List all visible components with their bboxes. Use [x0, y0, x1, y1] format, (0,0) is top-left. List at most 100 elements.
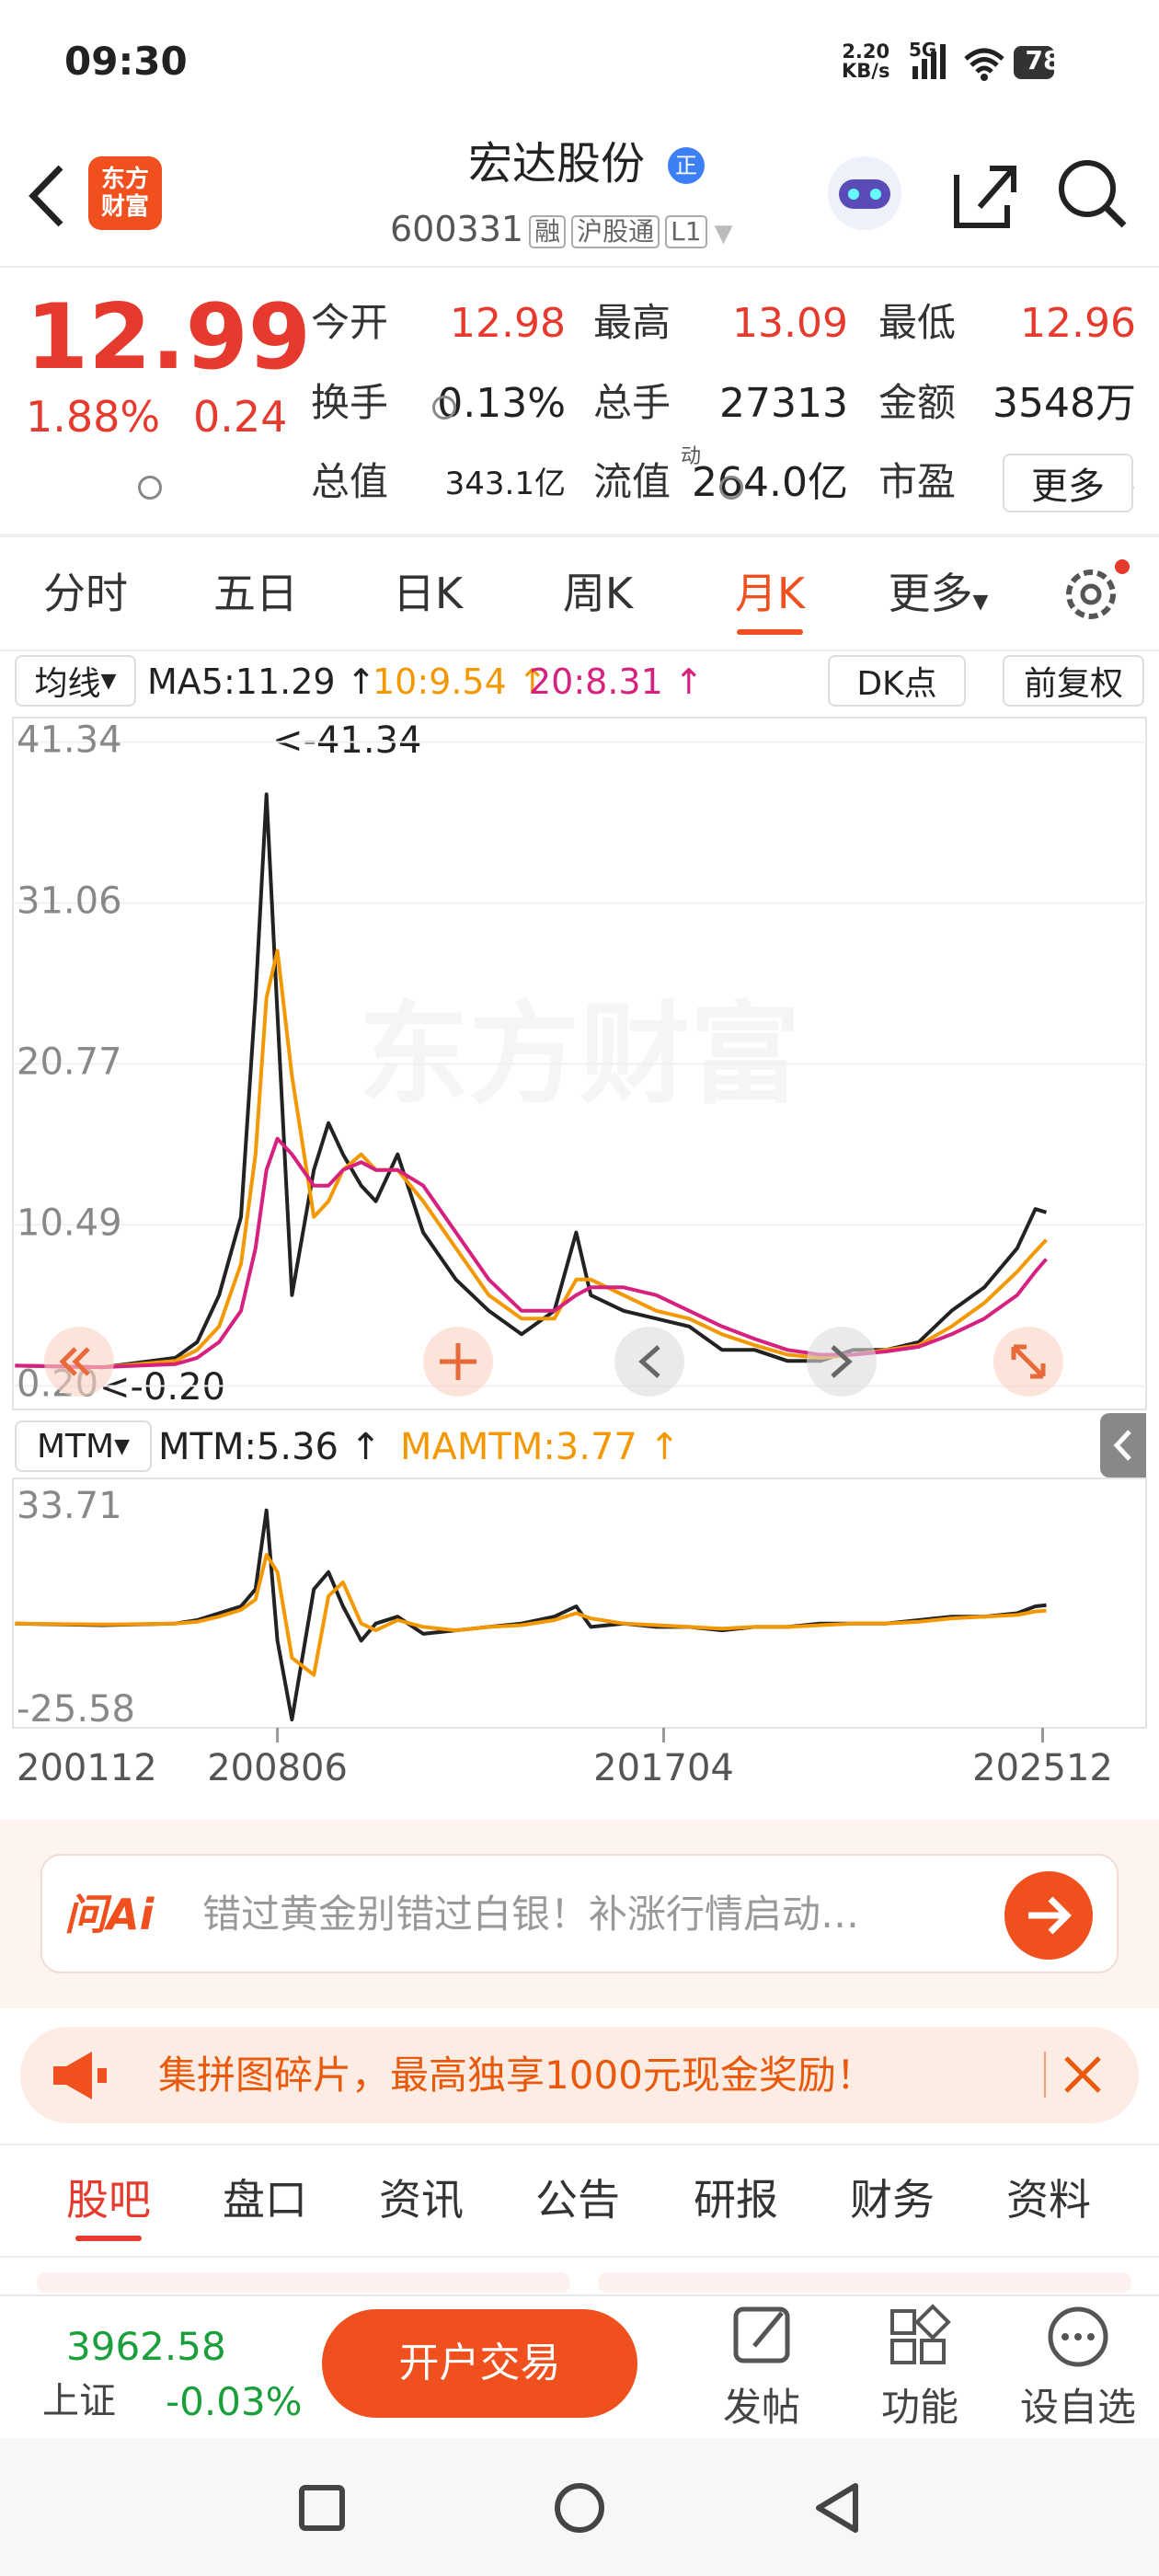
ai-go[interactable]: [1003, 1869, 1095, 1961]
mtm-legend-item: MTM:5.36 ↑: [158, 1426, 382, 1468]
tab[interactable]: 分时: [43, 569, 128, 618]
tag: 沪股通: [571, 214, 660, 248]
promo-divider: [1044, 2052, 1046, 2098]
stock-code: 600331: [390, 209, 524, 249]
index-value: 3962.58: [66, 2324, 226, 2369]
watermark: 东方财富: [359, 992, 800, 1120]
index-change: -0.03%: [166, 2379, 303, 2424]
back-button[interactable]: [24, 164, 70, 228]
tab[interactable]: 周K: [562, 569, 634, 618]
sub-tab[interactable]: 盘口: [223, 2175, 307, 2225]
field-value: 3548万: [993, 380, 1136, 427]
footer-action[interactable]: 发帖: [722, 2385, 800, 2430]
logo-line: 东方: [100, 166, 149, 193]
ma-selector[interactable]: 均线 ▼: [15, 655, 136, 707]
field-label: 今开: [311, 300, 389, 345]
badge: 正: [668, 147, 705, 184]
speed-value: 2.20: [842, 40, 890, 63]
info-icon: [138, 476, 162, 500]
dk-button[interactable]: DK点: [828, 655, 966, 707]
x-tick-label: 200806: [207, 1747, 348, 1789]
nav-bar: [0, 2438, 1159, 2576]
x-tick-label: 202512: [972, 1747, 1113, 1789]
sub-tab[interactable]: 股吧: [66, 2175, 151, 2225]
content-stub: [598, 2272, 1131, 2293]
info-icon: [432, 396, 456, 420]
tab[interactable]: 月K: [734, 569, 806, 618]
y-tick-label: 10.49: [17, 1202, 122, 1244]
mtm-legend-item: MAMTM:3.77 ↑: [400, 1426, 681, 1468]
field-label: 换手: [311, 380, 389, 425]
settings-icon[interactable]: [1058, 558, 1131, 631]
field-label: 最高: [593, 300, 671, 345]
sub-tab[interactable]: 公告: [535, 2175, 620, 2225]
status-icons: [912, 44, 1054, 81]
ma-legend-item: 10:9.54 ↑: [373, 661, 547, 702]
sub-tab[interactable]: 研报: [694, 2175, 778, 2225]
footer-action[interactable]: 设自选: [1019, 2385, 1136, 2430]
field-label: 总值: [311, 459, 389, 504]
field-value: 0.13%: [437, 380, 566, 427]
battery-level: 78: [1025, 45, 1061, 75]
promo-bar[interactable]: [20, 2027, 1139, 2123]
stock-code-line: 600331 融沪股通 L1 ▼: [390, 209, 733, 249]
field-value: 12.98: [450, 300, 566, 347]
tab[interactable]: 日K: [392, 569, 464, 618]
sub-tab[interactable]: 资讯: [379, 2175, 464, 2225]
app-logo[interactable]: 东方 财富: [88, 156, 162, 230]
sub-tab[interactable]: 资料: [1006, 2175, 1091, 2225]
mtm-selector[interactable]: MTM ▼: [15, 1420, 152, 1472]
sub-tab-underline: [75, 2236, 142, 2241]
series-line: [15, 1553, 1047, 1677]
megaphone: [53, 2052, 107, 2099]
logo-line: 财富: [100, 193, 149, 221]
promo-text: 集拼图碎片，最高独享1000元现金奖励！: [158, 2053, 875, 2098]
field-value: 27313: [719, 380, 848, 427]
speed-unit: KB/s: [842, 60, 890, 82]
ma-legend-item: MA5:11.29 ↑: [147, 661, 376, 702]
trade-button[interactable]: 开户交易: [322, 2309, 637, 2418]
field-label: 流值: [593, 459, 671, 504]
promo-close[interactable]: [1062, 2054, 1103, 2095]
tab[interactable]: 更多▼: [888, 569, 989, 618]
y-tick-label: -25.58: [17, 1688, 135, 1731]
field-label: 总手: [593, 380, 671, 425]
x-tick-label: 200112: [17, 1747, 157, 1789]
info-icon: [719, 476, 743, 500]
field-label: 市盈: [878, 459, 957, 504]
stock-name: 宏达股份: [467, 138, 645, 190]
status-time: 09:30: [64, 39, 188, 84]
chart-controls[interactable]: [0, 1325, 1159, 1398]
ma-selector-label: 均线: [34, 665, 101, 703]
nav-buttons[interactable]: [0, 2466, 1159, 2548]
ai-box[interactable]: [40, 1854, 1119, 1973]
y-tick-label: 41.34: [17, 719, 122, 762]
side-toggle[interactable]: [1100, 1413, 1146, 1478]
y-tick-label: 33.71: [17, 1485, 122, 1527]
field-value: 343.1亿: [444, 466, 566, 502]
sub-tab[interactable]: 财务: [850, 2175, 935, 2225]
tab[interactable]: 五日: [213, 569, 298, 618]
field-value: 13.09: [732, 300, 848, 347]
ma-legend-item: 20:8.31 ↑: [529, 661, 704, 702]
more-button[interactable]: 更多: [1003, 454, 1133, 512]
index-name: 上证: [42, 2380, 116, 2422]
percent: 1.88%: [26, 392, 161, 442]
charts: 东方财富 <-41.34 <-0.20 41.3431.0620.7710.49…: [12, 717, 1147, 1789]
field-label: 金额: [878, 380, 957, 425]
pe-note: 动: [681, 445, 702, 468]
series-line: [15, 792, 1048, 1370]
footer-icons: [733, 2304, 1108, 2367]
field-value: 12.96: [1020, 300, 1136, 347]
price: 12.99: [26, 285, 311, 390]
change: 0.24: [193, 392, 288, 442]
status-speed: 2.20 KB/s: [842, 42, 889, 81]
adjust-button[interactable]: 前复权: [1003, 655, 1144, 707]
header-icons[interactable]: [819, 152, 1150, 235]
series-line: [15, 949, 1048, 1370]
tag: L1: [665, 214, 707, 248]
content-stub: [37, 2272, 570, 2293]
x-tick-label: 201704: [593, 1747, 734, 1789]
footer-action[interactable]: 功能: [880, 2385, 958, 2430]
